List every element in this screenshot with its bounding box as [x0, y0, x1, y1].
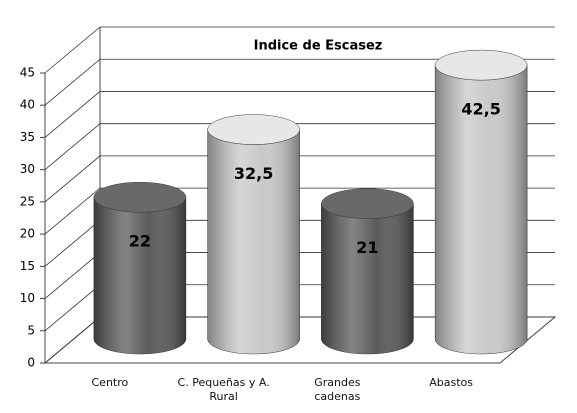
bar-top [321, 188, 414, 219]
x-tick-label: Abastos [429, 376, 473, 389]
y-tick-label: 15 [20, 259, 35, 273]
bar-top [207, 114, 300, 145]
bar-shade [321, 203, 414, 354]
x-tick-label: C. Pequeñas y A. Rural [177, 376, 270, 403]
grid-line [44, 123, 555, 170]
x-tick-label: Grandes cadenas [314, 376, 361, 403]
y-tick-label: 5 [27, 323, 35, 337]
chart-title: Indice de Escasez [254, 39, 383, 54]
grid-line [44, 155, 555, 203]
x-tick-label: Centro [91, 376, 129, 389]
bar-shade [435, 65, 528, 354]
bar-top [434, 49, 528, 81]
y-tick-label: 30 [20, 162, 35, 176]
y-tick-label: 45 [20, 66, 35, 80]
grid-line [44, 187, 555, 235]
y-tick-label: 20 [20, 227, 35, 241]
grid-line [44, 26, 555, 74]
value-label: 22 [129, 232, 151, 251]
y-tick-label: 40 [20, 98, 35, 112]
value-label: 42,5 [461, 100, 500, 119]
value-label: 21 [356, 238, 378, 257]
grid-line [44, 91, 555, 138]
bar-top [93, 181, 187, 213]
y-tick-label: 0 [27, 356, 35, 370]
y-tick-label: 35 [20, 130, 35, 144]
value-label: 32,5 [234, 164, 273, 183]
grid-line [44, 58, 555, 106]
bar-shade [93, 197, 186, 354]
y-tick-label: 25 [20, 194, 35, 208]
y-tick-label: 10 [20, 291, 35, 305]
bar-shade [207, 129, 300, 354]
